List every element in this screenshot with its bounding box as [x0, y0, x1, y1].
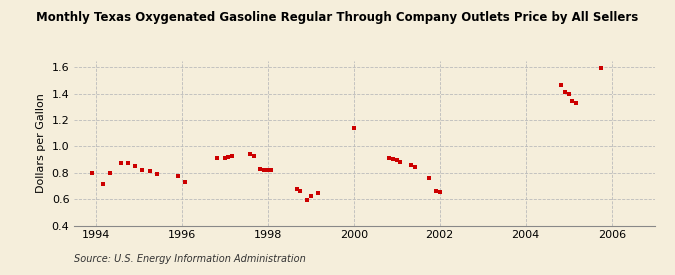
Point	[294, 188, 305, 193]
Text: Monthly Texas Oxygenated Gasoline Regular Through Company Outlets Price by All S: Monthly Texas Oxygenated Gasoline Regula…	[36, 11, 639, 24]
Point	[130, 164, 140, 168]
Point	[556, 83, 567, 87]
Point	[259, 168, 270, 172]
Point	[244, 152, 255, 156]
Text: Source: U.S. Energy Information Administration: Source: U.S. Energy Information Administ…	[74, 254, 306, 264]
Point	[560, 90, 570, 94]
Point	[173, 174, 184, 178]
Point	[410, 164, 421, 169]
Point	[255, 167, 266, 171]
Point	[595, 65, 606, 70]
Point	[180, 180, 190, 184]
Point	[392, 158, 402, 162]
Point	[151, 172, 162, 176]
Point	[219, 155, 230, 160]
Point	[395, 160, 406, 164]
Point	[263, 168, 273, 172]
Point	[87, 170, 98, 175]
Point	[570, 101, 581, 105]
Point	[144, 169, 155, 174]
Point	[223, 155, 234, 159]
Point	[313, 191, 323, 195]
Point	[567, 99, 578, 104]
Y-axis label: Dollars per Gallon: Dollars per Gallon	[36, 93, 46, 193]
Point	[406, 163, 416, 168]
Point	[388, 157, 399, 161]
Point	[348, 126, 359, 131]
Point	[431, 189, 441, 193]
Point	[248, 153, 259, 158]
Point	[227, 154, 238, 158]
Point	[384, 156, 395, 160]
Point	[305, 194, 316, 199]
Point	[291, 186, 302, 191]
Point	[115, 161, 126, 165]
Point	[302, 198, 313, 203]
Point	[98, 182, 109, 186]
Point	[424, 176, 435, 180]
Point	[105, 170, 115, 175]
Point	[564, 92, 574, 96]
Point	[266, 168, 277, 172]
Point	[123, 161, 134, 166]
Point	[137, 168, 148, 172]
Point	[212, 156, 223, 160]
Point	[434, 190, 445, 194]
